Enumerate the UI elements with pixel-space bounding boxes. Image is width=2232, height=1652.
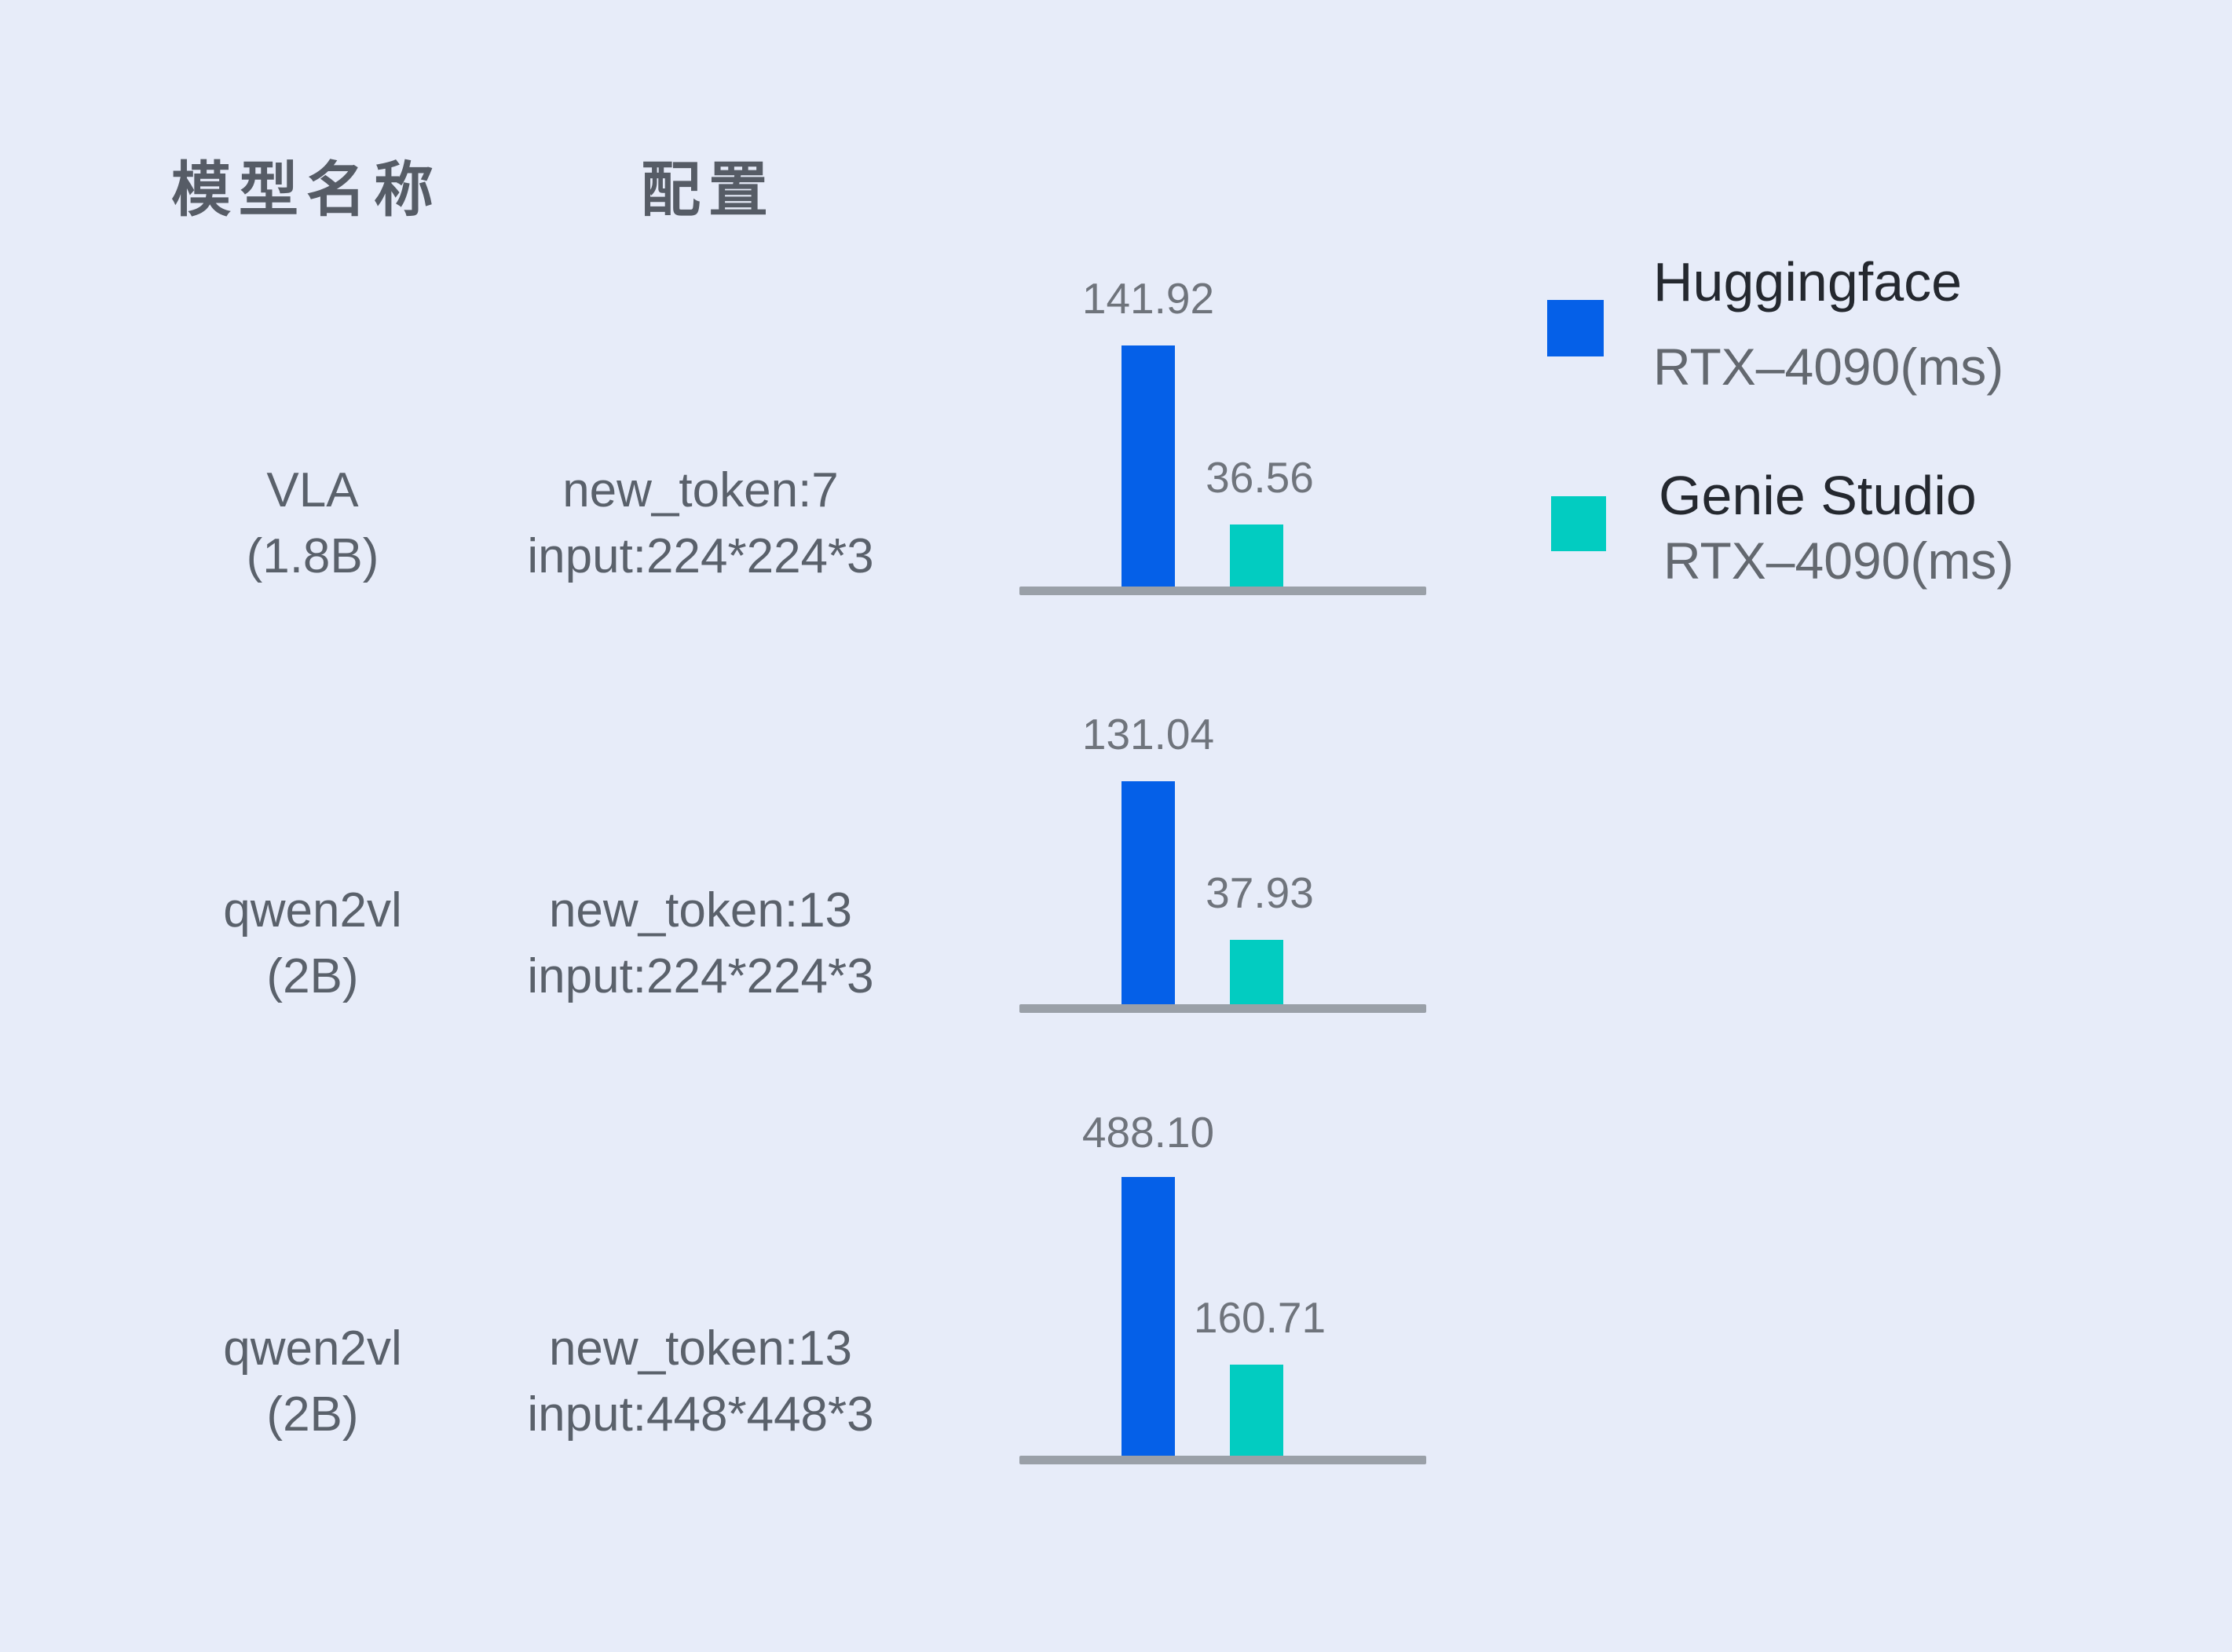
column-header-model-name: 模型名称	[171, 157, 441, 224]
huggingface-bar	[1121, 781, 1175, 1004]
x-axis-line	[1019, 1004, 1426, 1013]
config-input-line: input:224*224*3	[527, 529, 874, 583]
genie-studio-bar	[1230, 939, 1283, 1004]
legend: Huggingface RTX–4090(ms) Genie Studio RT…	[1538, 250, 2213, 627]
genie-studio-legend-swatch	[1551, 496, 1606, 551]
genie-studio-bar	[1230, 1365, 1283, 1456]
bar-chart-row-3: 488.10 160.71	[1019, 1108, 1428, 1464]
genie-studio-legend-label: Genie Studio	[1659, 465, 1977, 526]
genie-studio-legend-device: RTX–4090(ms)	[1663, 532, 2014, 590]
huggingface-bar-value: 488.10	[1081, 1107, 1215, 1157]
genie-studio-bar	[1230, 524, 1283, 587]
model-name-cell: qwen2vl (2B)	[108, 1316, 517, 1448]
model-name-line: qwen2vl	[223, 1321, 402, 1376]
huggingface-legend-swatch	[1547, 300, 1604, 356]
config-cell: new_token:7 input:224*224*3	[496, 458, 905, 590]
huggingface-bar	[1121, 1176, 1175, 1464]
model-name-cell: qwen2vl (2B)	[108, 878, 517, 1010]
huggingface-bar-value: 141.92	[1081, 273, 1215, 323]
x-axis-line	[1019, 587, 1426, 595]
config-token-line: new_token:7	[562, 463, 839, 517]
bar-chart-row-1: 141.92 36.56	[1019, 243, 1428, 595]
config-input-line: input:448*448*3	[527, 1387, 874, 1442]
config-input-line: input:224*224*3	[527, 949, 874, 1003]
x-axis-line	[1019, 1456, 1426, 1464]
huggingface-bar-value: 131.04	[1081, 710, 1215, 759]
genie-studio-bar-value: 160.71	[1193, 1293, 1326, 1343]
model-size-line: (1.8B)	[246, 529, 379, 583]
config-cell: new_token:13 input:224*224*3	[496, 878, 905, 1010]
config-cell: new_token:13 input:448*448*3	[496, 1316, 905, 1448]
huggingface-legend-device: RTX–4090(ms)	[1653, 338, 2004, 396]
config-token-line: new_token:13	[548, 883, 853, 937]
model-name-line: qwen2vl	[223, 883, 402, 937]
genie-studio-bar-value: 37.93	[1206, 868, 1314, 917]
config-token-line: new_token:13	[548, 1321, 853, 1376]
huggingface-legend-label: Huggingface	[1653, 251, 1963, 312]
model-name-line: VLA	[266, 463, 359, 517]
column-header-config: 配置	[641, 157, 776, 224]
genie-studio-bar-value: 36.56	[1206, 452, 1314, 502]
model-name-cell: VLA (1.8B)	[108, 458, 517, 590]
bar-chart-row-2: 131.04 37.93	[1019, 661, 1428, 1013]
model-size-line: (2B)	[266, 1387, 359, 1442]
model-size-line: (2B)	[266, 949, 359, 1003]
huggingface-bar	[1121, 345, 1175, 587]
